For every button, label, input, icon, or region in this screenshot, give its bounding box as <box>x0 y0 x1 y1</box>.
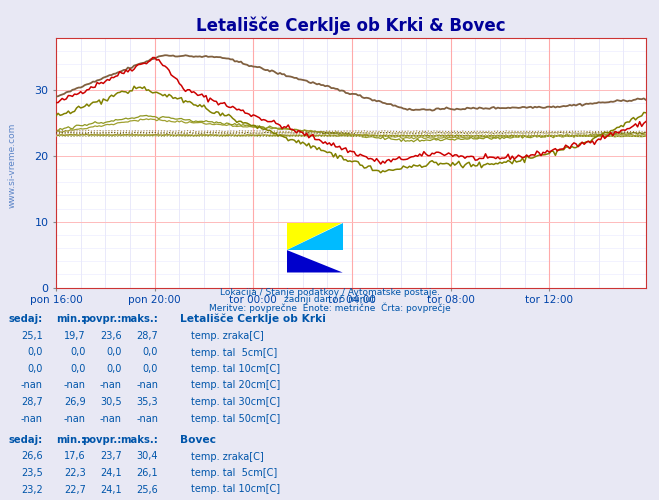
Text: temp. tal  5cm[C]: temp. tal 5cm[C] <box>191 348 277 358</box>
Title: Letališče Cerklje ob Krki & Bovec: Letališče Cerklje ob Krki & Bovec <box>196 16 505 34</box>
Text: 25,6: 25,6 <box>136 484 158 494</box>
Text: -nan: -nan <box>136 380 158 390</box>
Text: temp. tal 30cm[C]: temp. tal 30cm[C] <box>191 397 280 407</box>
Text: -nan: -nan <box>64 414 86 424</box>
Text: 23,7: 23,7 <box>100 452 122 462</box>
Text: min.:: min.: <box>57 435 86 445</box>
Text: 0,0: 0,0 <box>28 348 43 358</box>
Text: 23,6: 23,6 <box>100 331 122 341</box>
Text: 28,7: 28,7 <box>21 397 43 407</box>
Text: zadnji dan / 5 minut: zadnji dan / 5 minut <box>284 296 375 304</box>
Text: -nan: -nan <box>100 380 122 390</box>
Text: -nan: -nan <box>136 414 158 424</box>
Text: www.si-vreme.com: www.si-vreme.com <box>8 122 17 208</box>
Text: maks.:: maks.: <box>121 435 158 445</box>
Text: 30,4: 30,4 <box>136 452 158 462</box>
Text: 17,6: 17,6 <box>64 452 86 462</box>
Text: 22,7: 22,7 <box>64 484 86 494</box>
Text: temp. tal 10cm[C]: temp. tal 10cm[C] <box>191 364 280 374</box>
Text: 26,9: 26,9 <box>64 397 86 407</box>
Text: temp. tal 10cm[C]: temp. tal 10cm[C] <box>191 484 280 494</box>
Text: 19,7: 19,7 <box>64 331 86 341</box>
Text: temp. zraka[C]: temp. zraka[C] <box>191 452 264 462</box>
Polygon shape <box>287 250 343 272</box>
Text: -nan: -nan <box>21 414 43 424</box>
Text: 0,0: 0,0 <box>107 348 122 358</box>
Text: 0,0: 0,0 <box>71 348 86 358</box>
Text: 28,7: 28,7 <box>136 331 158 341</box>
Text: 26,1: 26,1 <box>136 468 158 478</box>
Text: Letališče Cerklje ob Krki: Letališče Cerklje ob Krki <box>180 314 326 324</box>
Text: temp. tal 20cm[C]: temp. tal 20cm[C] <box>191 380 280 390</box>
Text: 24,1: 24,1 <box>100 468 122 478</box>
Text: -nan: -nan <box>21 380 43 390</box>
Text: 24,1: 24,1 <box>100 484 122 494</box>
Text: 30,5: 30,5 <box>100 397 122 407</box>
Text: sedaj:: sedaj: <box>9 314 43 324</box>
Text: temp. tal 50cm[C]: temp. tal 50cm[C] <box>191 414 280 424</box>
Polygon shape <box>287 222 343 250</box>
Text: povpr.:: povpr.: <box>82 435 122 445</box>
Text: -nan: -nan <box>100 414 122 424</box>
Text: sedaj:: sedaj: <box>9 435 43 445</box>
Text: 22,3: 22,3 <box>64 468 86 478</box>
Text: 0,0: 0,0 <box>143 348 158 358</box>
Text: min.:: min.: <box>57 314 86 324</box>
Text: Lokacija / Stanje podatkov / Avtomatske postaje.: Lokacija / Stanje podatkov / Avtomatske … <box>219 288 440 297</box>
Text: 0,0: 0,0 <box>71 364 86 374</box>
Text: 0,0: 0,0 <box>107 364 122 374</box>
Text: -nan: -nan <box>64 380 86 390</box>
Text: 0,0: 0,0 <box>28 364 43 374</box>
Text: maks.:: maks.: <box>121 314 158 324</box>
Text: 35,3: 35,3 <box>136 397 158 407</box>
Text: 23,5: 23,5 <box>21 468 43 478</box>
Text: Bovec: Bovec <box>180 435 216 445</box>
Text: 25,1: 25,1 <box>21 331 43 341</box>
Text: temp. zraka[C]: temp. zraka[C] <box>191 331 264 341</box>
Text: Meritve: povprečne  Enote: metrične  Črta: povprečje: Meritve: povprečne Enote: metrične Črta:… <box>209 302 450 313</box>
Text: 0,0: 0,0 <box>143 364 158 374</box>
Text: temp. tal  5cm[C]: temp. tal 5cm[C] <box>191 468 277 478</box>
Text: 23,2: 23,2 <box>21 484 43 494</box>
Text: 26,6: 26,6 <box>21 452 43 462</box>
Text: povpr.:: povpr.: <box>82 314 122 324</box>
Polygon shape <box>287 222 343 250</box>
